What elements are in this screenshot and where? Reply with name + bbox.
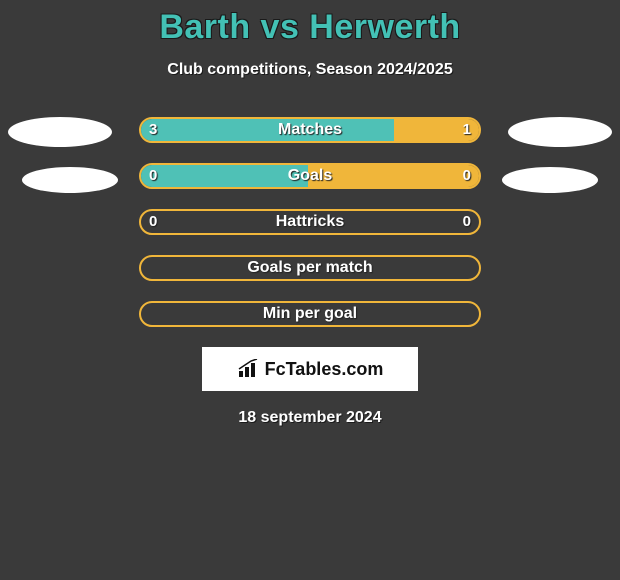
page-title: Barth vs Herwerth — [0, 0, 620, 47]
stat-row: Matches3 1 — [0, 117, 620, 143]
stat-row: Min per goal — [0, 301, 620, 327]
stat-value-right: 0 — [463, 165, 471, 187]
stat-value-left: 3 — [149, 119, 157, 141]
stat-value-right: 1 — [463, 119, 471, 141]
logo: FcTables.com — [237, 359, 384, 380]
bar-track: Goals0 0 — [139, 163, 481, 189]
bar-track: Hattricks0 0 — [139, 209, 481, 235]
subtitle: Club competitions, Season 2024/2025 — [0, 61, 620, 79]
stat-row: Hattricks0 0 — [0, 209, 620, 235]
date-label: 18 september 2024 — [0, 409, 620, 427]
stat-value-left: 0 — [149, 211, 157, 233]
stat-row: Goals per match — [0, 255, 620, 281]
stat-value-left: 0 — [149, 165, 157, 187]
logo-text: FcTables.com — [265, 359, 384, 380]
stat-value-right: 0 — [463, 211, 471, 233]
bar-chart-icon — [237, 359, 261, 379]
rows-container: Matches31Goals00Hattricks00Goals per mat… — [0, 117, 620, 327]
stat-label: Goals per match — [141, 257, 479, 279]
stat-row: Goals0 0 — [0, 163, 620, 189]
logo-box: FcTables.com — [202, 347, 418, 391]
bar-track: Min per goal — [139, 301, 481, 327]
comparison-chart: Matches31Goals00Hattricks00Goals per mat… — [0, 117, 620, 427]
stat-label: Hattricks — [141, 211, 479, 233]
stat-label: Min per goal — [141, 303, 479, 325]
stat-label: Goals — [141, 165, 479, 187]
bar-track: Goals per match — [139, 255, 481, 281]
bar-track: Matches3 1 — [139, 117, 481, 143]
stat-label: Matches — [141, 119, 479, 141]
